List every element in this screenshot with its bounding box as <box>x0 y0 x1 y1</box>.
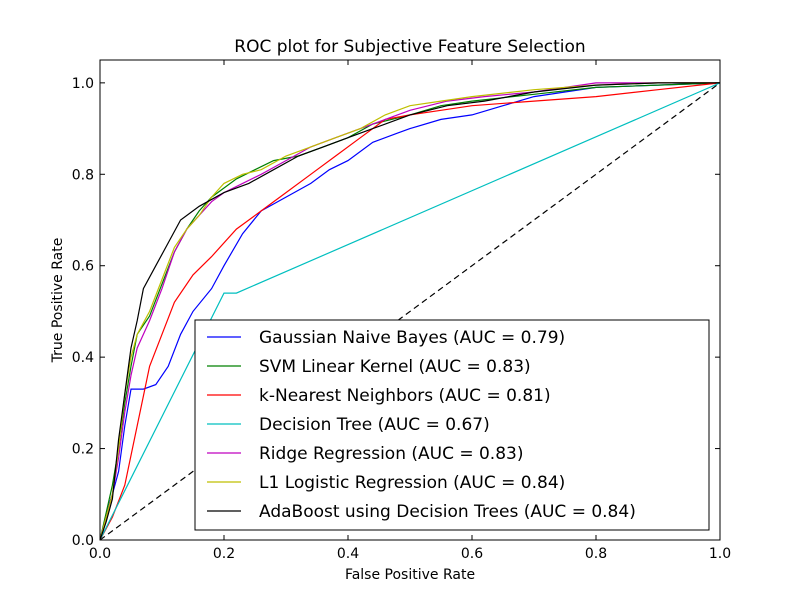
x-tick-label: 0.0 <box>89 546 111 562</box>
x-tick-label: 0.2 <box>213 546 235 562</box>
legend-entry-2: k-Nearest Neighbors (AUC = 0.81) <box>259 386 551 406</box>
x-tick-label: 0.4 <box>337 546 359 562</box>
x-axis-label: False Positive Rate <box>345 567 475 583</box>
y-tick-label: 1.0 <box>72 76 94 92</box>
plot-area <box>99 59 721 541</box>
legend-entry-1: SVM Linear Kernel (AUC = 0.83) <box>259 357 531 377</box>
y-tick-label: 0.0 <box>72 533 94 549</box>
legend-entry-5: L1 Logistic Regression (AUC = 0.84) <box>259 473 565 493</box>
legend-box <box>194 319 710 531</box>
axis-ticks: 0.0 0.2 0.4 0.6 0.8 1.0 0.0 0.2 0.4 0.6 0.8 1.0 <box>72 60 731 562</box>
legend-entry-4: Ridge Regression (AUC = 0.83) <box>259 444 523 464</box>
y-tick-label: 0.8 <box>72 167 94 183</box>
x-tick-label: 1.0 <box>709 546 731 562</box>
legend-entry-6: AdaBoost using Decision Trees (AUC = 0.8… <box>259 502 636 522</box>
series-line-6 <box>100 82 720 540</box>
reference-diagonal-line <box>100 82 720 540</box>
x-tick-label: 0.6 <box>461 546 483 562</box>
y-tick-label: 0.2 <box>72 442 94 458</box>
chart-title: ROC plot for Subjective Feature Selectio… <box>234 37 585 57</box>
series-line-3 <box>100 82 720 540</box>
series-line-2 <box>100 82 720 540</box>
x-tick-label: 0.8 <box>585 546 607 562</box>
series-line-0 <box>100 82 720 540</box>
series-line-5 <box>100 82 720 540</box>
y-tick-label: 0.6 <box>72 259 94 275</box>
series-line-1 <box>100 82 720 540</box>
legend-entry-0: Gaussian Naive Bayes (AUC = 0.79) <box>259 328 565 348</box>
y-tick-label: 0.4 <box>72 350 94 366</box>
y-axis-label: True Positive Rate <box>50 238 66 364</box>
legend: Gaussian Naive Bayes (AUC = 0.79) SVM Lin… <box>194 319 710 531</box>
legend-entry-3: Decision Tree (AUC = 0.67) <box>259 415 490 435</box>
series-line-4 <box>100 82 720 540</box>
axes-frame <box>99 59 721 541</box>
